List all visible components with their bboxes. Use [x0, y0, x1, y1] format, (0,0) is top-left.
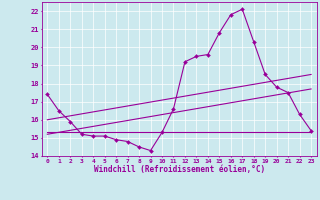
- X-axis label: Windchill (Refroidissement éolien,°C): Windchill (Refroidissement éolien,°C): [94, 165, 265, 174]
